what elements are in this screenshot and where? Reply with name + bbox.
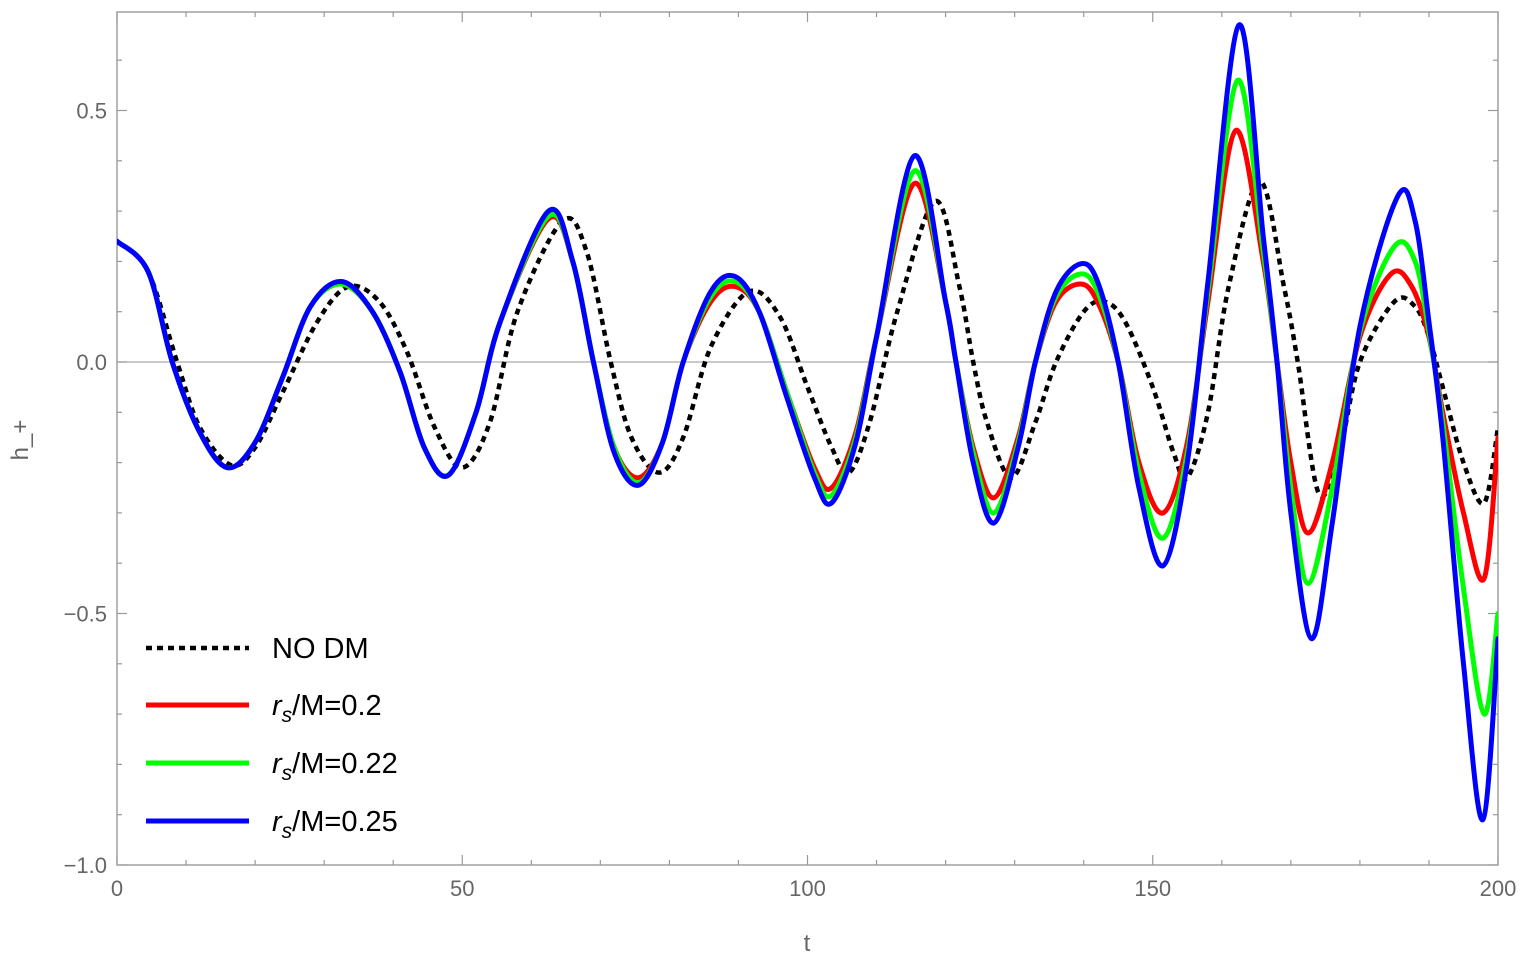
legend-label-2: rs/M=0.22 <box>272 748 398 785</box>
legend-label-3: rs/M=0.25 <box>272 806 398 843</box>
axis-ticks <box>116 12 1499 866</box>
x-tick-label: 150 <box>1134 876 1171 901</box>
y-tick-label: −1.0 <box>64 853 107 878</box>
legend-label-1: rs/M=0.2 <box>272 690 382 727</box>
tick-labels: 0 50 100 150 200 −1.0 −0.5 0.0 0.5 <box>64 99 1517 902</box>
y-axis-title: h_+ <box>7 420 34 461</box>
y-tick-label: 0.0 <box>76 350 107 375</box>
legend: NO DM rs/M=0.2 rs/M=0.22 rs/M=0.25 <box>146 633 398 843</box>
legend-label-0: NO DM <box>272 633 369 665</box>
x-tick-label: 200 <box>1480 876 1517 901</box>
x-axis-title: t <box>804 930 811 957</box>
series-layer <box>117 22 1498 823</box>
x-tick-label: 100 <box>789 876 826 901</box>
series-line-3 <box>117 22 1498 823</box>
x-tick-label: 50 <box>450 876 474 901</box>
series-line-0 <box>117 178 1498 506</box>
series-line-2 <box>117 77 1498 717</box>
y-tick-label: 0.5 <box>76 99 107 124</box>
plot-frame <box>116 11 1499 866</box>
x-tick-label: 0 <box>111 876 123 901</box>
y-tick-label: −0.5 <box>64 602 107 627</box>
